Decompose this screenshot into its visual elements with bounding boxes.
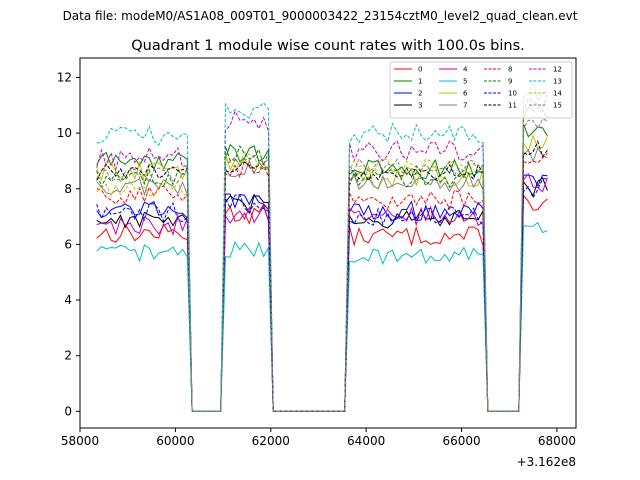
series-line-14 — [96, 97, 548, 412]
series-line-2 — [96, 174, 548, 412]
x-tick-label: 64000 — [347, 434, 385, 448]
y-tick-label: 12 — [57, 70, 72, 84]
legend-box — [389, 61, 573, 119]
x-tick-label: 68000 — [538, 434, 576, 448]
legend-label: 4 — [463, 66, 468, 74]
chart-title: Quadrant 1 module wise count rates with … — [131, 38, 525, 54]
axes-frame — [79, 57, 577, 429]
legend-label: 0 — [418, 66, 422, 74]
series-line-13 — [96, 80, 548, 412]
legend-label: 8 — [508, 66, 512, 74]
series-line-7 — [96, 147, 548, 412]
legend-label: 13 — [553, 78, 562, 86]
series-line-3 — [96, 177, 548, 412]
legend-label: 14 — [553, 90, 562, 98]
y-tick-label: 6 — [64, 237, 72, 251]
x-tick-label: 66000 — [442, 434, 480, 448]
legend-label: 3 — [418, 102, 422, 110]
y-tick-label: 2 — [64, 349, 72, 363]
legend-label: 15 — [553, 102, 562, 110]
series-line-9 — [96, 106, 548, 412]
x-offset-label: +3.162e8 — [517, 455, 576, 469]
y-tick-label: 0 — [64, 404, 72, 418]
legend-label: 5 — [463, 78, 467, 86]
legend-label: 2 — [418, 90, 422, 98]
legend-label: 11 — [508, 102, 517, 110]
legend-label: 6 — [463, 90, 468, 98]
x-axis: 58000 60000 62000 64000 66000 68000 — [61, 428, 576, 448]
y-tick-label: 10 — [57, 126, 72, 140]
series-line-15 — [96, 118, 548, 412]
legend-label: 7 — [463, 102, 467, 110]
legend-label: 10 — [508, 90, 517, 98]
y-axis: 0 2 4 6 8 10 12 — [57, 70, 80, 418]
y-tick-label: 4 — [64, 293, 72, 307]
series-line-6 — [96, 133, 548, 412]
data-file-suptitle: Data file: modeM0/AS1A08_009T01_90000034… — [63, 9, 578, 23]
x-tick-label: 62000 — [252, 434, 290, 448]
series-line-0 — [96, 194, 548, 412]
legend-label: 9 — [508, 78, 512, 86]
legend-label: 12 — [553, 66, 562, 74]
series-line-8 — [96, 152, 548, 412]
series-line-5 — [96, 221, 548, 412]
legend-label: 1 — [418, 78, 422, 86]
plot-area — [96, 80, 548, 412]
x-tick-label: 60000 — [156, 434, 194, 448]
series-line-4 — [96, 172, 548, 412]
y-tick-label: 8 — [64, 182, 72, 196]
series-line-10 — [96, 178, 548, 412]
x-tick-label: 58000 — [61, 434, 99, 448]
